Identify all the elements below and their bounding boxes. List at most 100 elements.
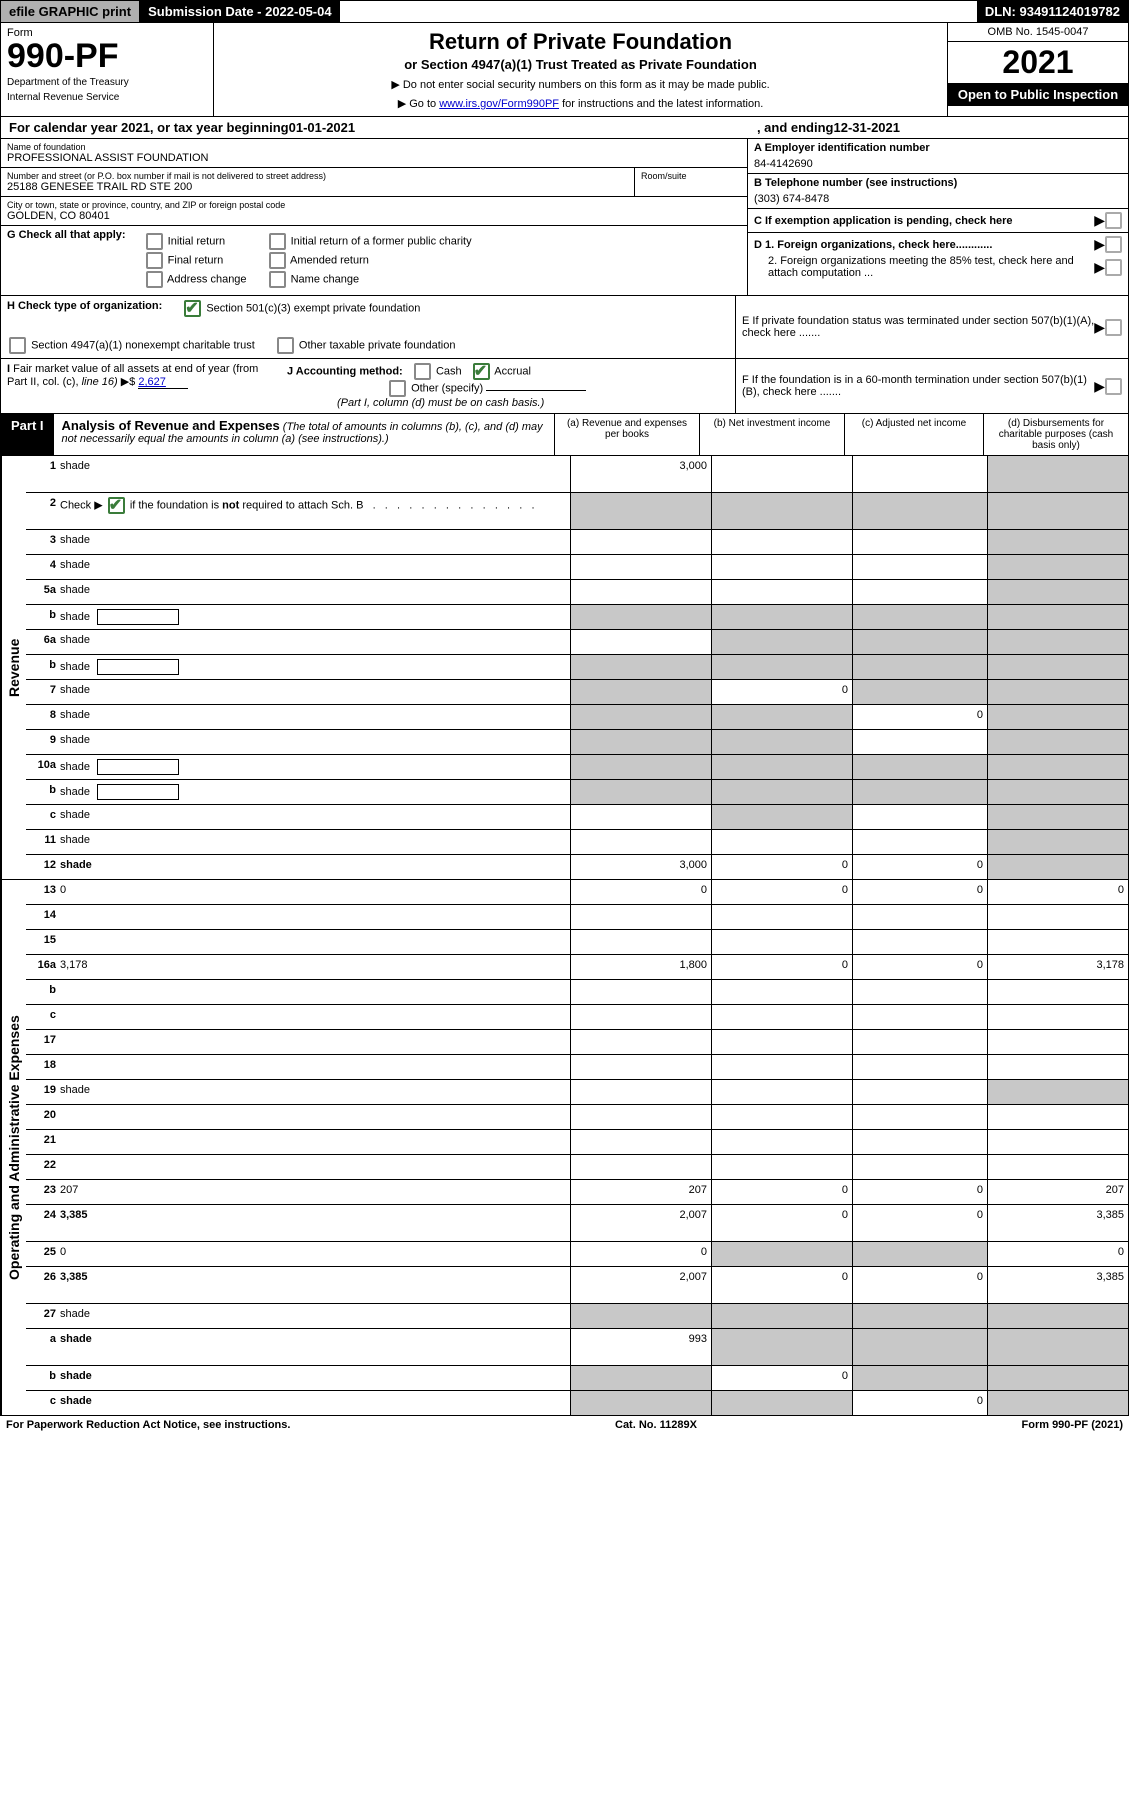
address-change-checkbox[interactable] [146, 271, 163, 288]
h-501c3-checkbox[interactable] [184, 300, 201, 317]
cell-col-c [852, 780, 987, 804]
expenses-table: Operating and Administrative Expenses 13… [0, 880, 1129, 1416]
cell-col-b [711, 1242, 852, 1266]
line-description: shade [60, 605, 570, 629]
cell-col-a [570, 580, 711, 604]
cell-col-a [570, 705, 711, 729]
submission-date-label: Submission Date - 2022-05-04 [140, 1, 340, 22]
cell-col-b [711, 930, 852, 954]
table-row: 20 [26, 1105, 1128, 1130]
cell-col-b [711, 1391, 852, 1415]
open-inspection-badge: Open to Public Inspection [948, 83, 1128, 106]
cell-col-a [570, 605, 711, 629]
h-other-checkbox[interactable] [277, 337, 294, 354]
j-accrual-checkbox[interactable] [473, 363, 490, 380]
line-description: shade [60, 755, 570, 779]
inline-input[interactable] [97, 759, 179, 775]
j-other-checkbox[interactable] [389, 380, 406, 397]
footer-mid: Cat. No. 11289X [615, 1419, 697, 1431]
cell-col-b: 0 [711, 1366, 852, 1390]
cell-col-b [711, 755, 852, 779]
cell-col-a [570, 930, 711, 954]
cell-col-c [852, 930, 987, 954]
line-description: shade [60, 456, 570, 492]
room-label: Room/suite [641, 171, 741, 181]
table-row: 16a3,1781,800003,178 [26, 955, 1128, 980]
cell-col-c [852, 580, 987, 604]
table-row: c [26, 1005, 1128, 1030]
table-row: 8shade0 [26, 705, 1128, 730]
line-number: 14 [26, 905, 60, 929]
cell-col-d [987, 630, 1128, 654]
table-row: 9shade [26, 730, 1128, 755]
cell-col-d [987, 1055, 1128, 1079]
footer-left: For Paperwork Reduction Act Notice, see … [6, 1419, 290, 1431]
cell-col-c [852, 980, 987, 1004]
cell-col-a [570, 830, 711, 854]
d2-checkbox[interactable] [1105, 259, 1122, 276]
efile-print-button[interactable]: efile GRAPHIC print [1, 1, 140, 22]
line-number: 12 [26, 855, 60, 879]
top-bar: efile GRAPHIC print Submission Date - 20… [0, 0, 1129, 23]
cell-col-a [570, 1155, 711, 1179]
instruction-1: ▶ Do not enter social security numbers o… [220, 78, 941, 91]
city-label: City or town, state or province, country… [7, 200, 741, 210]
cell-col-c [852, 493, 987, 529]
i-label: I Fair market value of all assets at end… [7, 363, 258, 388]
i-fmv-value[interactable]: 2,627 [138, 376, 188, 389]
cell-col-c [852, 805, 987, 829]
cell-col-c: 0 [852, 855, 987, 879]
cell-col-c [852, 530, 987, 554]
cell-col-d [987, 855, 1128, 879]
line-number: 20 [26, 1105, 60, 1129]
form-number: 990-PF [7, 39, 207, 73]
line-description [60, 980, 570, 1004]
cell-col-a [570, 1130, 711, 1154]
cell-col-b [711, 905, 852, 929]
f-checkbox[interactable] [1105, 378, 1122, 395]
e-checkbox[interactable] [1105, 319, 1122, 336]
table-row: 15 [26, 930, 1128, 955]
h-4947-checkbox[interactable] [9, 337, 26, 354]
line-description [60, 905, 570, 929]
initial-return-former-checkbox[interactable] [269, 233, 286, 250]
cell-col-c [852, 1242, 987, 1266]
cell-col-d [987, 456, 1128, 492]
cell-col-b [711, 456, 852, 492]
line-number: b [26, 980, 60, 1004]
j-cash-checkbox[interactable] [414, 363, 431, 380]
name-change-checkbox[interactable] [269, 271, 286, 288]
schb-checkbox[interactable] [108, 497, 125, 514]
table-row: bshade [26, 655, 1128, 680]
c-checkbox[interactable] [1105, 212, 1122, 229]
inline-input[interactable] [97, 659, 179, 675]
cell-col-c [852, 1105, 987, 1129]
form990pf-link[interactable]: www.irs.gov/Form990PF [439, 98, 559, 110]
cell-col-a: 0 [570, 1242, 711, 1266]
inline-input[interactable] [97, 609, 179, 625]
calendar-year-row: For calendar year 2021, or tax year begi… [0, 117, 1129, 139]
line-description: shade [60, 705, 570, 729]
inline-input[interactable] [97, 784, 179, 800]
line-description: shade [60, 1391, 570, 1415]
cell-col-c [852, 1155, 987, 1179]
amended-return-checkbox[interactable] [269, 252, 286, 269]
cell-col-b [711, 493, 852, 529]
d1-checkbox[interactable] [1105, 236, 1122, 253]
cell-col-a [570, 630, 711, 654]
page-title: Return of Private Foundation [220, 29, 941, 55]
cell-col-d: 3,178 [987, 955, 1128, 979]
table-row: cshade [26, 805, 1128, 830]
cell-col-d [987, 530, 1128, 554]
cell-col-a [570, 905, 711, 929]
part1-label: Part I [1, 414, 54, 455]
final-return-checkbox[interactable] [146, 252, 163, 269]
line-number: 15 [26, 930, 60, 954]
cell-col-d: 0 [987, 1242, 1128, 1266]
cell-col-c [852, 605, 987, 629]
line-number: 25 [26, 1242, 60, 1266]
initial-return-checkbox[interactable] [146, 233, 163, 250]
cell-col-d: 207 [987, 1180, 1128, 1204]
line-number: a [26, 1329, 60, 1365]
cell-col-b: 0 [711, 680, 852, 704]
